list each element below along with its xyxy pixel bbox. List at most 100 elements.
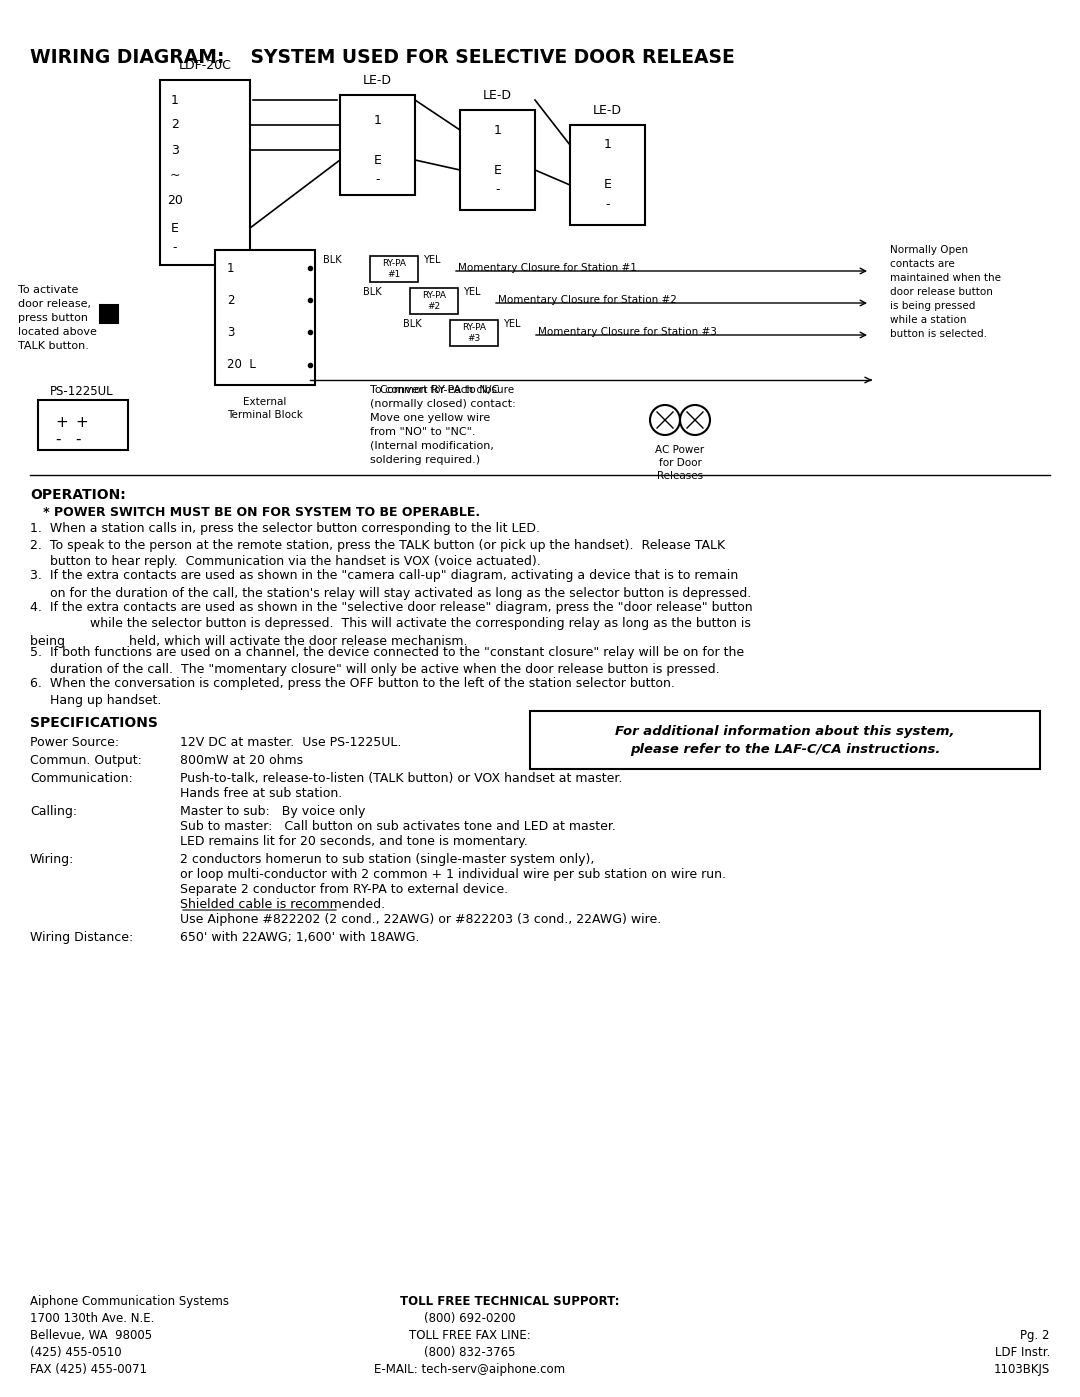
Text: 2.  To speak to the person at the remote station, press the TALK button (or pick: 2. To speak to the person at the remote … (30, 538, 725, 569)
Text: Wiring Distance:: Wiring Distance: (30, 930, 133, 944)
Text: -: - (55, 432, 60, 447)
Text: E: E (171, 222, 179, 235)
Text: -: - (496, 183, 500, 197)
Text: Sub to master:   Call button on sub activates tone and LED at master.: Sub to master: Call button on sub activa… (180, 820, 616, 833)
Text: 1.  When a station calls in, press the selector button corresponding to the lit : 1. When a station calls in, press the se… (30, 522, 540, 535)
Text: 2 conductors homerun to sub station (single-master system only),: 2 conductors homerun to sub station (sin… (180, 854, 594, 866)
Bar (370, 256, 418, 282)
Bar (100, 305, 118, 323)
Text: Communication:: Communication: (30, 773, 133, 785)
Text: Hands free at sub station.: Hands free at sub station. (180, 787, 342, 800)
Text: 1: 1 (604, 138, 611, 151)
Bar (530, 711, 1040, 768)
Bar (570, 124, 645, 225)
Text: TOLL FREE TECHNICAL SUPPORT:: TOLL FREE TECHNICAL SUPPORT: (400, 1295, 620, 1308)
Text: Shielded cable is recommended.: Shielded cable is recommended. (180, 898, 386, 911)
Text: Normally Open
contacts are
maintained when the
door release button
is being pres: Normally Open contacts are maintained wh… (890, 244, 1001, 339)
Text: Momentary Closure for Station #3: Momentary Closure for Station #3 (538, 327, 717, 337)
Text: (800) 832-3765: (800) 832-3765 (424, 1345, 516, 1359)
Text: LDF-20C: LDF-20C (178, 59, 231, 73)
Text: 12V DC at master.  Use PS-1225UL.: 12V DC at master. Use PS-1225UL. (180, 736, 402, 749)
Text: 2: 2 (227, 293, 234, 306)
Text: TOLL FREE FAX LINE:: TOLL FREE FAX LINE: (409, 1329, 531, 1343)
Text: Pg. 2: Pg. 2 (1021, 1329, 1050, 1343)
Text: 6.  When the conversation is completed, press the OFF button to the left of the : 6. When the conversation is completed, p… (30, 678, 675, 707)
Bar (460, 110, 535, 210)
Text: YEL: YEL (423, 256, 441, 265)
Text: For additional information about this system,
please refer to the LAF-C/CA instr: For additional information about this sy… (616, 725, 955, 756)
Text: 1: 1 (374, 113, 381, 127)
Text: Power Source:: Power Source: (30, 736, 119, 749)
Text: -: - (75, 432, 81, 447)
Text: YEL: YEL (463, 286, 481, 298)
Text: 3.  If the extra contacts are used as shown in the "camera call-up" diagram, act: 3. If the extra contacts are used as sho… (30, 570, 752, 599)
Text: LE-D: LE-D (593, 103, 622, 117)
Text: LE-D: LE-D (483, 89, 512, 102)
Text: -: - (605, 198, 610, 211)
Text: External
Terminal Block: External Terminal Block (227, 397, 302, 420)
Text: YEL: YEL (503, 319, 521, 330)
Text: 1: 1 (494, 123, 501, 137)
Text: BLK: BLK (323, 256, 341, 265)
Text: 1: 1 (171, 94, 179, 106)
Text: Calling:: Calling: (30, 805, 77, 819)
Text: 800mW at 20 ohms: 800mW at 20 ohms (180, 754, 303, 767)
Text: Separate 2 conductor from RY-PA to external device.: Separate 2 conductor from RY-PA to exter… (180, 883, 508, 895)
Text: ~: ~ (170, 169, 180, 182)
Text: 3: 3 (227, 326, 234, 338)
Text: AC Power
for Door
Releases: AC Power for Door Releases (656, 446, 704, 482)
Text: * POWER SWITCH MUST BE ON FOR SYSTEM TO BE OPERABLE.: * POWER SWITCH MUST BE ON FOR SYSTEM TO … (30, 506, 481, 520)
Text: Momentary Closure for Station #1: Momentary Closure for Station #1 (458, 263, 637, 272)
Bar (450, 320, 498, 346)
Text: OPERATION:: OPERATION: (30, 488, 125, 502)
Text: Commun. Output:: Commun. Output: (30, 754, 141, 767)
Text: BLK: BLK (403, 319, 421, 330)
Text: E: E (604, 179, 611, 191)
Text: 1: 1 (227, 261, 234, 274)
Text: +: + (75, 415, 87, 430)
Text: Shielded cable is recommended.: Shielded cable is recommended. (180, 898, 386, 911)
Text: 20  L: 20 L (227, 359, 256, 372)
Bar (215, 250, 315, 386)
Text: 20: 20 (167, 194, 183, 207)
Bar (38, 400, 129, 450)
Text: (425) 455-0510: (425) 455-0510 (30, 1345, 122, 1359)
Text: 650' with 22AWG; 1,600' with 18AWG.: 650' with 22AWG; 1,600' with 18AWG. (180, 930, 419, 944)
Text: Bellevue, WA  98005: Bellevue, WA 98005 (30, 1329, 152, 1343)
Text: -: - (375, 173, 380, 187)
Text: 1103BKJS: 1103BKJS (994, 1363, 1050, 1376)
Text: 2: 2 (171, 119, 179, 131)
Text: Momentary Closure for Station #2: Momentary Closure for Station #2 (498, 295, 677, 305)
Text: Wiring:: Wiring: (30, 854, 75, 866)
Text: Common for each closure: Common for each closure (380, 386, 514, 395)
Text: -: - (173, 242, 177, 254)
Text: (800) 692-0200: (800) 692-0200 (424, 1312, 516, 1324)
Text: LDF Instr.: LDF Instr. (995, 1345, 1050, 1359)
Text: SPECIFICATIONS: SPECIFICATIONS (30, 717, 158, 731)
Text: Aiphone Communication Systems: Aiphone Communication Systems (30, 1295, 229, 1308)
Text: RY-PA
#1: RY-PA #1 (382, 260, 406, 278)
Text: To convert RY-PA to N/C
(normally closed) contact:
Move one yellow wire
from "NO: To convert RY-PA to N/C (normally closed… (370, 386, 516, 465)
Text: RY-PA
#2: RY-PA #2 (422, 292, 446, 310)
Text: PS-1225UL: PS-1225UL (50, 386, 113, 398)
Text: 3: 3 (171, 144, 179, 156)
Text: Push-to-talk, release-to-listen (TALK button) or VOX handset at master.: Push-to-talk, release-to-listen (TALK bu… (180, 773, 622, 785)
Text: 1700 130th Ave. N.E.: 1700 130th Ave. N.E. (30, 1312, 154, 1324)
Text: E-MAIL: tech-serv@aiphone.com: E-MAIL: tech-serv@aiphone.com (375, 1363, 566, 1376)
Text: 5.  If both functions are used on a channel, the device connected to the "consta: 5. If both functions are used on a chann… (30, 645, 744, 676)
Text: BLK: BLK (363, 286, 381, 298)
Text: 4.  If the extra contacts are used as shown in the "selective door release" diag: 4. If the extra contacts are used as sho… (30, 601, 753, 647)
Text: E: E (494, 163, 501, 176)
Text: Master to sub:   By voice only: Master to sub: By voice only (180, 805, 365, 819)
Text: LE-D: LE-D (363, 74, 392, 87)
Text: +: + (55, 415, 68, 430)
Bar (160, 80, 249, 265)
Text: Use Aiphone #822202 (2 cond., 22AWG) or #822203 (3 cond., 22AWG) wire.: Use Aiphone #822202 (2 cond., 22AWG) or … (180, 914, 661, 926)
Bar (410, 288, 458, 314)
Text: RY-PA
#3: RY-PA #3 (462, 323, 486, 342)
Text: To activate
door release,
press button
located above
TALK button.: To activate door release, press button l… (18, 285, 97, 351)
Text: FAX (425) 455-0071: FAX (425) 455-0071 (30, 1363, 147, 1376)
Text: or loop multi-conductor with 2 common + 1 individual wire per sub station on wir: or loop multi-conductor with 2 common + … (180, 868, 726, 882)
Text: WIRING DIAGRAM:    SYSTEM USED FOR SELECTIVE DOOR RELEASE: WIRING DIAGRAM: SYSTEM USED FOR SELECTIV… (30, 47, 734, 67)
Bar (340, 95, 415, 196)
